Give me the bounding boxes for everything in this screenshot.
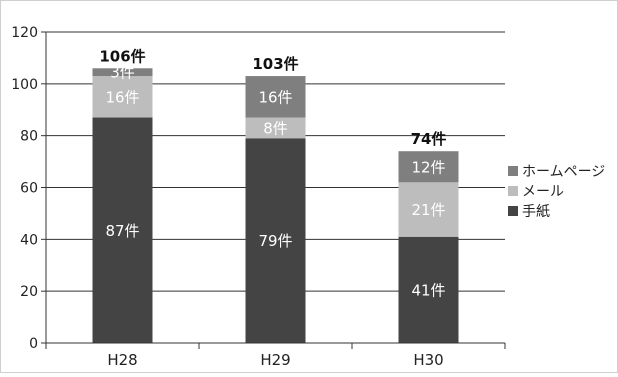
total-label: 106件 bbox=[99, 47, 145, 65]
y-tick-label: 20 bbox=[20, 284, 38, 300]
y-tick-label: 100 bbox=[11, 77, 38, 93]
legend-label: ホームページ bbox=[522, 164, 605, 180]
bar-segment bbox=[92, 68, 153, 77]
legend-swatch bbox=[508, 186, 518, 196]
segment-value-label: 16件 bbox=[105, 88, 139, 106]
y-tick-label: 80 bbox=[20, 129, 38, 145]
total-label: 74件 bbox=[411, 130, 447, 148]
segment-value-label: 8件 bbox=[263, 119, 288, 137]
bar-segment bbox=[92, 117, 153, 344]
bars bbox=[92, 68, 459, 344]
bar-segment bbox=[92, 76, 153, 118]
legend-swatch bbox=[508, 166, 518, 176]
y-tick-label: 60 bbox=[20, 181, 38, 197]
bar-segment bbox=[398, 182, 459, 237]
y-tick-label: 40 bbox=[20, 232, 38, 248]
bar-segment bbox=[398, 236, 459, 343]
axes: 0 20 40 60 80 100 120 H28 H29 H30 bbox=[11, 25, 506, 369]
bar-segment bbox=[245, 76, 306, 118]
y-tick-label: 0 bbox=[29, 336, 38, 352]
bar-segment bbox=[245, 117, 306, 139]
segment-value-label: 21件 bbox=[411, 201, 445, 219]
x-tick-label: H28 bbox=[107, 351, 137, 369]
legend-swatch bbox=[508, 206, 518, 216]
legend-label: メール bbox=[522, 184, 564, 200]
segment-value-label: 41件 bbox=[411, 281, 445, 299]
segment-value-label: 12件 bbox=[411, 158, 445, 176]
segment-value-label: 16件 bbox=[258, 88, 292, 106]
x-tick-label: H30 bbox=[413, 351, 443, 369]
total-label: 103件 bbox=[252, 55, 298, 73]
bar-segment bbox=[398, 151, 459, 183]
segment-value-label: 87件 bbox=[105, 222, 139, 240]
segment-value-label: 3件 bbox=[110, 64, 135, 82]
segment-value-label: 79件 bbox=[258, 232, 292, 250]
legend-label: 手紙 bbox=[522, 204, 550, 220]
y-tick-label: 120 bbox=[11, 25, 38, 41]
x-tick-label: H29 bbox=[260, 351, 290, 369]
bar-segment bbox=[245, 138, 306, 343]
